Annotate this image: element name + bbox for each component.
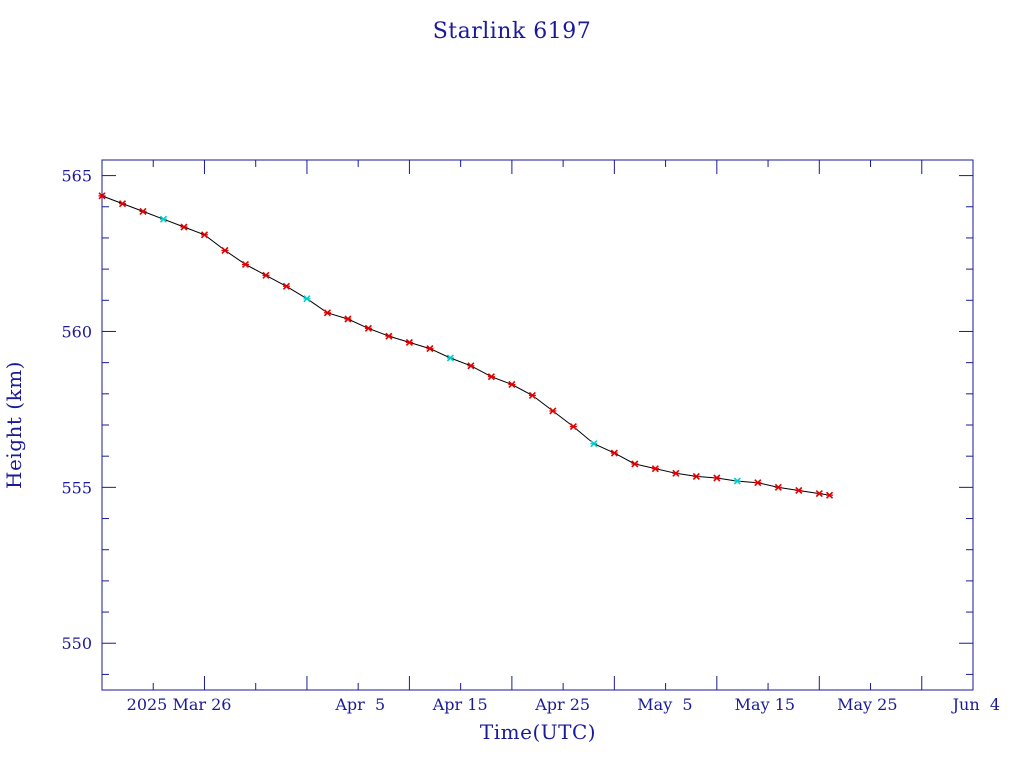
data-point [385, 332, 393, 340]
data-point [446, 354, 454, 362]
data-point [139, 207, 147, 216]
y-tick-label: 555 [61, 478, 92, 497]
data-point [651, 465, 659, 473]
series-line [101, 195, 830, 496]
data-point [118, 200, 127, 208]
data-point [672, 469, 680, 477]
axis-ticks [101, 160, 974, 690]
data-point [344, 315, 352, 323]
x-tick-label: May 25 [837, 695, 897, 714]
data-point [815, 490, 823, 498]
data-point [262, 271, 270, 279]
data-point [405, 338, 413, 346]
y-axis-label: Height (km) [2, 361, 26, 489]
data-point [180, 223, 188, 231]
x-tick-label: Jun 4 [951, 695, 1000, 714]
data-point [487, 373, 495, 381]
y-tick-label: 550 [61, 634, 92, 653]
data-point [508, 380, 516, 389]
x-tick-label: Apr 5 [334, 695, 385, 714]
x-tick-label: Apr 25 [534, 695, 590, 714]
data-point [713, 474, 721, 482]
y-tick-label: 560 [61, 322, 92, 341]
data-point [200, 231, 209, 239]
x-tick-labels: 2025 Mar 26 Apr 5 Apr 15 Apr 25 May 5 May 15 M… [127, 695, 1000, 714]
data-point [528, 391, 536, 399]
data-point [774, 483, 782, 491]
data-point [303, 295, 311, 303]
data-point [221, 246, 229, 254]
data-point [549, 407, 557, 415]
y-tick-label: 565 [61, 167, 92, 186]
data-point [569, 422, 577, 431]
data-point [631, 460, 639, 468]
data-point [825, 491, 834, 499]
plot-frame [101, 159, 974, 691]
data-point [426, 345, 434, 353]
x-tick-label: Apr 15 [432, 695, 488, 714]
data-point [795, 486, 803, 495]
y-tick-labels: 550 555 560 565 [61, 167, 92, 654]
data-point [98, 192, 106, 200]
data-point [610, 449, 618, 457]
data-point [692, 472, 700, 481]
data-point [467, 362, 475, 370]
data-point [590, 440, 598, 448]
x-tick-label: May 5 [637, 695, 692, 714]
data-point [323, 309, 332, 317]
data-point [733, 477, 741, 485]
x-tick-label: 2025 Mar 26 [127, 695, 232, 714]
data-point [364, 324, 372, 332]
x-axis-label: Time(UTC) [480, 720, 596, 744]
data-point [241, 260, 250, 269]
data-point [282, 282, 291, 290]
data-points [98, 192, 834, 499]
chart-title: Starlink 6197 [433, 19, 592, 44]
x-tick-label: May 15 [735, 695, 795, 714]
data-point [159, 215, 168, 223]
data-point [754, 479, 762, 487]
